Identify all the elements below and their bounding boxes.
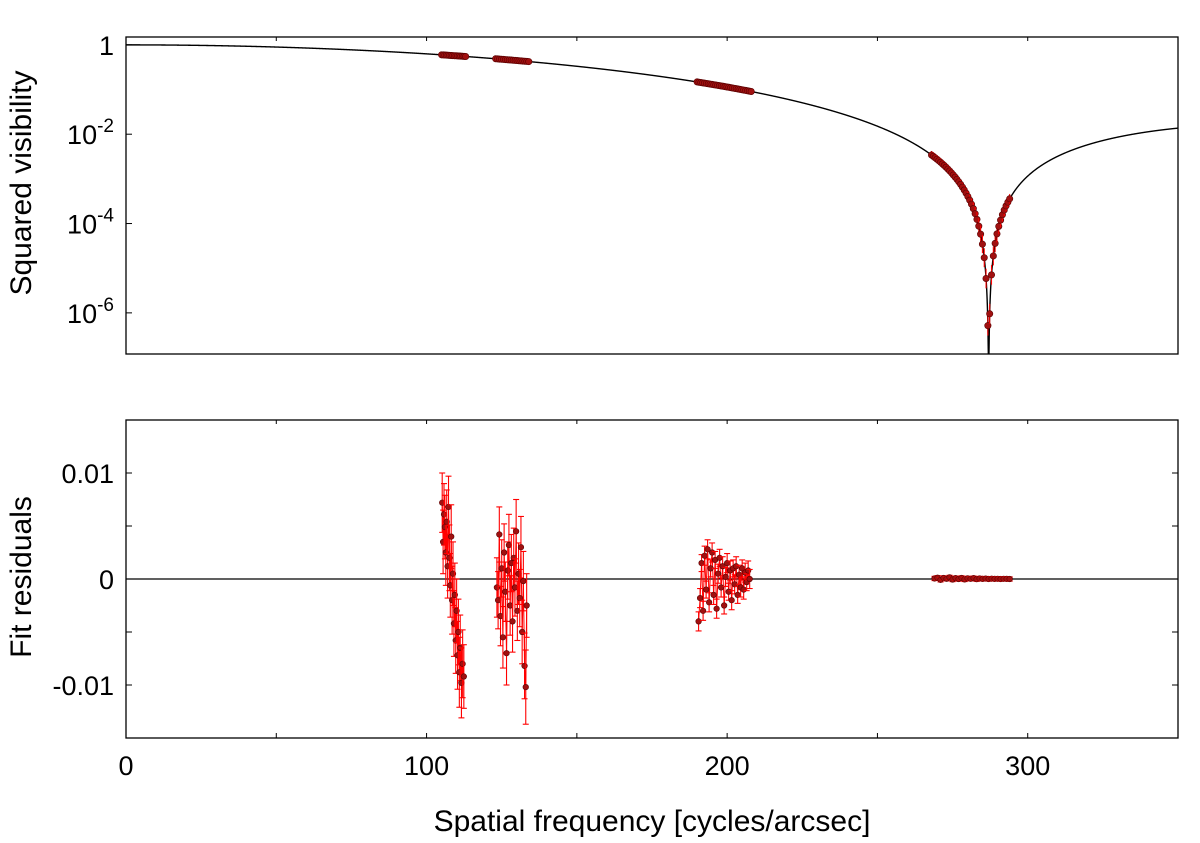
bottom-y-tick-label: -0.01 bbox=[52, 671, 114, 701]
residual-point bbox=[499, 634, 507, 641]
model-curve bbox=[126, 44, 1178, 354]
top-y-tick-label: 10-2 bbox=[67, 116, 114, 150]
tick-mantissa: 10 bbox=[67, 120, 97, 150]
residual-point bbox=[695, 618, 702, 625]
tick-mantissa: 10 bbox=[67, 210, 97, 240]
visibility-point bbox=[747, 88, 755, 96]
visibility-point bbox=[1006, 195, 1014, 203]
bottom-y-tick-label: 0.01 bbox=[61, 459, 114, 489]
tick-mantissa: 10 bbox=[67, 299, 97, 329]
residual-point bbox=[713, 605, 720, 612]
residual-point bbox=[516, 594, 523, 602]
residual-point bbox=[517, 544, 525, 551]
residual-point bbox=[493, 584, 501, 591]
residual-point bbox=[1006, 575, 1013, 583]
residual-point bbox=[509, 618, 516, 625]
top-y-tick-label: 10-6 bbox=[67, 295, 114, 329]
visibility-point bbox=[989, 252, 997, 260]
residual-point bbox=[740, 586, 747, 593]
visibility-point bbox=[980, 254, 988, 262]
top-y-tick-label: 1 bbox=[99, 31, 114, 61]
residual-point bbox=[716, 554, 723, 561]
residual-point bbox=[709, 549, 716, 556]
residual-point bbox=[722, 573, 729, 580]
residual-point bbox=[704, 546, 711, 553]
residual-point bbox=[521, 662, 528, 670]
x-axis-title: Spatial frequency [cycles/arcsec] bbox=[434, 805, 871, 838]
residual-point bbox=[699, 607, 707, 614]
bottom-y-tick-label: 0 bbox=[99, 565, 114, 595]
residual-point bbox=[459, 660, 466, 667]
top-axes: 110-210-410-6 bbox=[67, 31, 1179, 355]
residual-point bbox=[504, 567, 511, 574]
x-tick-label: 300 bbox=[1005, 751, 1050, 781]
residual-point bbox=[710, 591, 717, 599]
residual-point bbox=[715, 570, 722, 577]
visibility-point bbox=[978, 240, 986, 248]
residual-point bbox=[503, 650, 510, 657]
residual-point bbox=[501, 549, 508, 556]
residual-point bbox=[701, 552, 708, 559]
residual-point bbox=[448, 533, 455, 540]
tick-exponent: -2 bbox=[97, 116, 114, 137]
residual-point bbox=[706, 599, 713, 606]
tick-exponent: -6 bbox=[97, 295, 114, 316]
top-marks bbox=[126, 44, 1178, 354]
bottom-y-axis-title: Fit residuals bbox=[5, 496, 38, 658]
residual-point bbox=[721, 602, 728, 609]
bottom-panel: 0 100 200 300 0.01 0 -0.01 Fit residuals Spati… bbox=[5, 419, 1179, 838]
x-tick-label: 200 bbox=[705, 751, 750, 781]
residual-point bbox=[728, 597, 735, 604]
residual-point bbox=[703, 586, 710, 593]
visibility-point bbox=[988, 271, 996, 279]
visibility-point bbox=[462, 52, 470, 60]
bottom-marks bbox=[126, 472, 1178, 725]
visibility-point bbox=[982, 274, 990, 282]
visibility-point bbox=[986, 310, 994, 318]
visibility-point bbox=[525, 58, 533, 66]
bottom-axes: 0 100 200 300 0.01 0 -0.01 bbox=[52, 419, 1179, 781]
residual-point bbox=[718, 584, 725, 591]
x-tick-label: 100 bbox=[404, 751, 449, 781]
top-y-axis-title: Squared visibility bbox=[5, 70, 38, 295]
residual-point bbox=[523, 602, 530, 609]
tick-exponent: -4 bbox=[97, 206, 114, 227]
residual-point bbox=[460, 673, 467, 680]
residual-point bbox=[733, 563, 740, 570]
top-panel: 110-210-410-6 Squared visibility bbox=[5, 31, 1179, 355]
x-tick-label: 0 bbox=[118, 751, 133, 781]
residual-point bbox=[696, 594, 704, 602]
residual-point bbox=[725, 588, 732, 595]
residual-point bbox=[496, 531, 503, 538]
visibility-point bbox=[984, 322, 992, 330]
residual-point bbox=[513, 528, 520, 535]
residual-point bbox=[522, 684, 529, 691]
top-y-tick-label: 10-4 bbox=[67, 206, 114, 240]
residual-point bbox=[520, 578, 527, 585]
top-plot-frame bbox=[125, 36, 1179, 355]
residual-point bbox=[746, 575, 753, 583]
residual-point bbox=[440, 511, 448, 518]
